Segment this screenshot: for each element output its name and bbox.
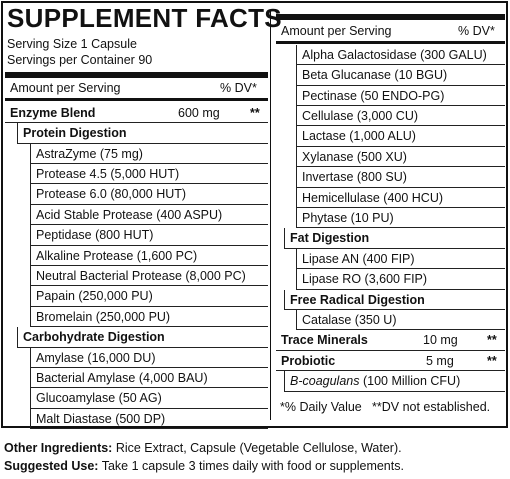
ingredient: Glucoamylase (50 AG) <box>30 388 268 409</box>
ingredient: Protease 6.0 (80,000 HUT) <box>30 184 268 205</box>
probiotic-dv: ** <box>487 353 497 368</box>
group-header: Free Radical Digestion <box>284 289 505 310</box>
ingredient: Acid Stable Protease (400 ASPU) <box>30 204 268 226</box>
suggested-use: Suggested Use: Take 1 capsule 3 times da… <box>4 459 404 473</box>
ingredient-text: Hemicellulase (400 HCU) <box>302 190 444 205</box>
probiotic-strain-detail: (100 Million CFU) <box>362 374 461 389</box>
ingredient-text: Peptidase (800 HUT) <box>36 228 154 243</box>
ingredient-text: Glucoamylase (50 AG) <box>36 391 162 406</box>
ingredient: Papain (250,000 PU) <box>30 286 268 307</box>
rule <box>276 41 505 44</box>
ingredient: Lipase AN (400 FIP) <box>296 248 505 270</box>
suggested-use-label: Suggested Use: <box>4 459 99 473</box>
column-divider <box>270 10 271 420</box>
ingredient-text: Acid Stable Protease (400 ASPU) <box>36 207 223 222</box>
trace-minerals-amount: 10 mg <box>423 333 458 348</box>
label-frame <box>1 1 508 428</box>
trace-minerals: Trace Minerals 10 mg ** <box>276 330 505 351</box>
ingredient-text: Protease 6.0 (80,000 HUT) <box>36 187 187 202</box>
ingredient-text: Pectinase (50 ENDO-PG) <box>302 88 445 103</box>
ingredient: Cellulase (3,000 CU) <box>296 106 505 127</box>
amount-per-serving-header: Amount per Serving % DV* <box>5 78 268 98</box>
rule <box>5 98 268 101</box>
ingredient: Beta Glucanase (10 BGU) <box>296 65 505 86</box>
probiotic-strain: B-coagulans (100 Million CFU) <box>284 371 505 392</box>
ingredient: Protease 4.5 (5,000 HUT) <box>30 164 268 185</box>
ingredient: AstraZyme (75 mg) <box>30 143 268 164</box>
ingredient-text: Beta Glucanase (10 BGU) <box>302 68 448 83</box>
ingredient: Amylase (16,000 DU) <box>30 347 268 368</box>
ingredient-text: AstraZyme (75 mg) <box>36 146 143 161</box>
probiotic-strain-text: B-coagulans <box>290 374 360 389</box>
ingredient: Lactase (1,000 ALU) <box>296 126 505 147</box>
ingredient: Hemicellulase (400 HCU) <box>296 187 505 208</box>
trace-minerals-dv: ** <box>487 333 497 348</box>
thick-rule <box>276 14 505 20</box>
ingredient-text: Catalase (350 U) <box>302 313 397 327</box>
ingredient-text: Protease 4.5 (5,000 HUT) <box>36 167 180 181</box>
ingredient: Catalase (350 U) <box>296 310 505 331</box>
group-header: Fat Digestion <box>284 228 505 249</box>
ingredient-text: Bacterial Amylase (4,000 BAU) <box>36 371 208 385</box>
amount-per-serving-header: Amount per Serving % DV* <box>276 21 505 41</box>
ingredient-text: Invertase (800 SU) <box>302 170 407 185</box>
enzyme-blend: Enzyme Blend 600 mg ** <box>5 103 268 124</box>
ingredient-text: Neutral Bacterial Protease (8,000 PC) <box>36 269 246 283</box>
ingredient: Neutral Bacterial Protease (8,000 PC) <box>30 266 268 287</box>
other-ingredients-text: Rice Extract, Capsule (Vegetable Cellulo… <box>115 441 402 455</box>
probiotic: Probiotic 5 mg ** <box>276 351 505 372</box>
ingredient-text: Lipase AN (400 FIP) <box>302 251 415 266</box>
ingredient-text: Alkaline Protease (1,600 PC) <box>36 248 198 263</box>
group-header: Carbohydrate Digestion <box>17 327 268 348</box>
probiotic-text: Probiotic <box>281 353 336 368</box>
group-header-text: Protein Digestion <box>23 126 127 141</box>
group-header-text: Free Radical Digestion <box>290 292 425 307</box>
ingredient: Xylanase (500 XU) <box>296 146 505 168</box>
enzyme-blend-text: Enzyme Blend <box>10 105 96 120</box>
other-ingredients: Other Ingredients: Rice Extract, Capsule… <box>4 441 402 455</box>
group-header: Protein Digestion <box>17 123 268 144</box>
label-title: SUPPLEMENT FACTS <box>7 3 282 33</box>
amount-per-serving-header-amount: % DV* <box>458 23 495 38</box>
ingredient-text: Papain (250,000 PU) <box>36 289 153 304</box>
ingredient-text: Amylase (16,000 DU) <box>36 350 156 365</box>
ingredient: Bacterial Amylase (4,000 BAU) <box>30 368 268 389</box>
servings-per-container: Servings per Container 90 <box>7 53 153 67</box>
ingredient: Pectinase (50 ENDO-PG) <box>296 85 505 106</box>
ingredient: Phytase (10 PU) <box>296 208 505 229</box>
serving-size: Serving Size 1 Capsule <box>7 37 137 51</box>
ingredient: Alpha Galactosidase (300 GALU) <box>296 44 505 66</box>
ingredient-text: Xylanase (500 XU) <box>302 149 407 164</box>
footnote: *% Daily Value <box>280 400 362 414</box>
group-header-text: Carbohydrate Digestion <box>23 330 165 345</box>
ingredient-text: Alpha Galactosidase (300 GALU) <box>302 47 487 62</box>
ingredient: Peptidase (800 HUT) <box>30 225 268 246</box>
ingredient-text: Cellulase (3,000 CU) <box>302 109 419 123</box>
enzyme-blend-amount: 600 mg <box>178 105 220 120</box>
ingredient: Lipase RO (3,600 FIP) <box>296 269 505 290</box>
ingredient-text: Phytase (10 PU) <box>302 211 394 225</box>
probiotic-amount: 5 mg <box>426 353 454 368</box>
amount-per-serving-header-amount: % DV* <box>220 80 257 95</box>
suggested-use-text: Take 1 capsule 3 times daily with food o… <box>101 459 404 473</box>
ingredient: Invertase (800 SU) <box>296 167 505 188</box>
ingredient: Bromelain (250,000 PU) <box>30 306 268 328</box>
trace-minerals-text: Trace Minerals <box>281 333 368 348</box>
enzyme-blend-dv: ** <box>250 105 260 120</box>
group-header-text: Fat Digestion <box>290 231 370 246</box>
amount-per-serving-header-text: Amount per Serving <box>281 23 392 38</box>
ingredient-text: Lactase (1,000 ALU) <box>302 129 416 144</box>
ingredient: Malt Diastase (500 DP) <box>30 408 268 430</box>
other-ingredients-label: Other Ingredients: <box>4 441 113 455</box>
ingredient: Alkaline Protease (1,600 PC) <box>30 245 268 266</box>
ingredient-text: Malt Diastase (500 DP) <box>36 411 166 426</box>
amount-per-serving-header-text: Amount per Serving <box>10 80 121 95</box>
ingredient-text: Lipase RO (3,600 FIP) <box>302 272 428 287</box>
thick-rule <box>5 72 268 78</box>
ingredient-text: Bromelain (250,000 PU) <box>36 309 171 324</box>
footnote: **DV not established. <box>372 400 491 414</box>
